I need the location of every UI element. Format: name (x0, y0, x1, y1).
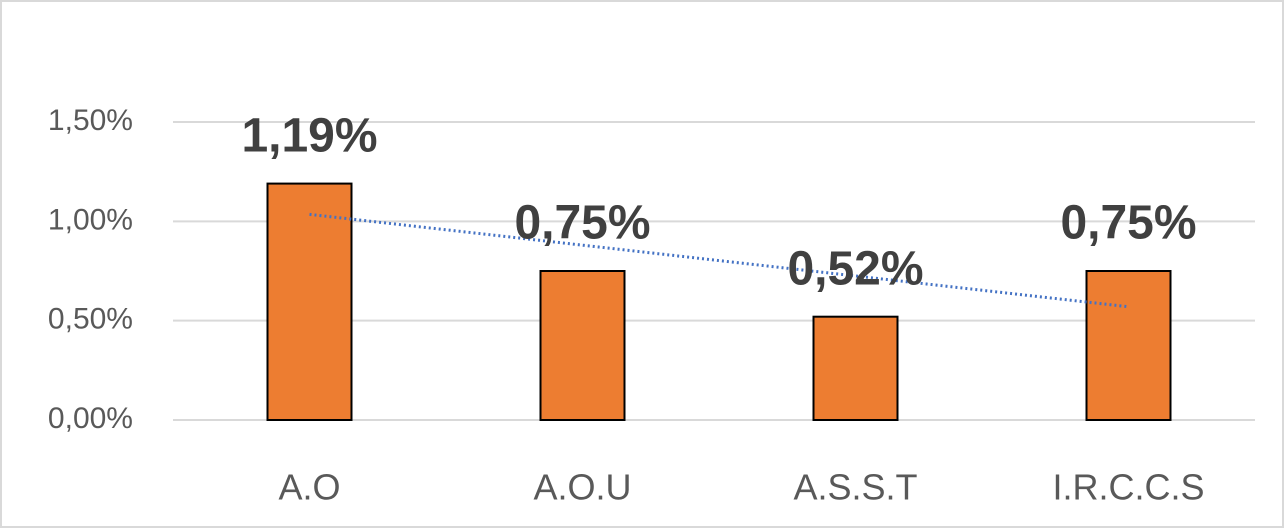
y-tick-label: 0,50% (48, 303, 133, 336)
y-tick-label: 0,00% (48, 402, 133, 435)
x-tick-label: I.R.C.C.S (1052, 467, 1204, 508)
bar (812, 315, 899, 421)
bar (539, 270, 626, 421)
y-tick-label: 1,50% (48, 104, 133, 137)
bar (1085, 270, 1172, 421)
x-tick-label: A.O.U (533, 467, 631, 508)
trendline (309, 212, 1129, 309)
data-label: 1,19% (241, 109, 377, 162)
x-tick-label: A.S.S.T (793, 467, 917, 508)
data-label: 0,52% (787, 242, 923, 295)
data-label: 0,75% (514, 197, 650, 250)
data-label: 0,75% (1060, 197, 1196, 250)
bar (266, 182, 353, 421)
y-tick-label: 1,00% (48, 203, 133, 236)
x-tick-label: A.O (278, 467, 340, 508)
